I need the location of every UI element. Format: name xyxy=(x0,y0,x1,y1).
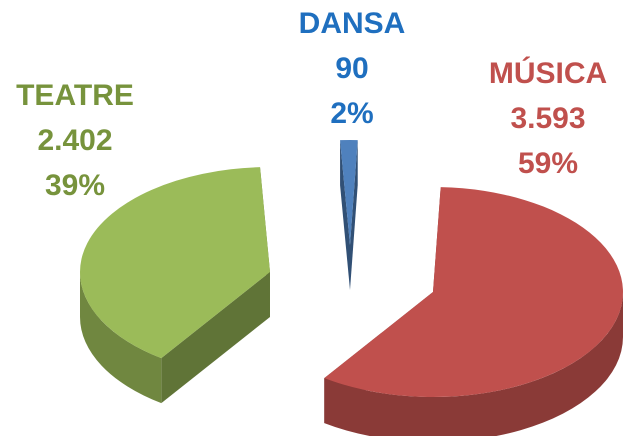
slice-label-value: 2.402 xyxy=(37,124,112,157)
slice-label-percent: 2% xyxy=(330,97,373,130)
slice xyxy=(324,187,623,436)
slice-side xyxy=(161,272,270,404)
slice-top xyxy=(79,167,270,359)
slice-label-value: 90 xyxy=(335,52,368,85)
slice-top xyxy=(340,140,358,245)
slice-label-name: TEATRE xyxy=(16,79,134,112)
slice-side xyxy=(340,140,350,290)
slice xyxy=(340,140,358,290)
slice-label-name: DANSA xyxy=(299,7,406,40)
slice-label-percent: 39% xyxy=(45,169,105,202)
slice-label-value: 3.593 xyxy=(510,102,585,135)
slice-side xyxy=(350,140,358,290)
slice-wall xyxy=(80,272,162,404)
slice-label-percent: 59% xyxy=(518,147,578,180)
slice-label-name: MÚSICA xyxy=(489,56,607,90)
slice xyxy=(79,167,270,404)
slice-top xyxy=(324,187,623,397)
slice-wall xyxy=(324,292,623,436)
